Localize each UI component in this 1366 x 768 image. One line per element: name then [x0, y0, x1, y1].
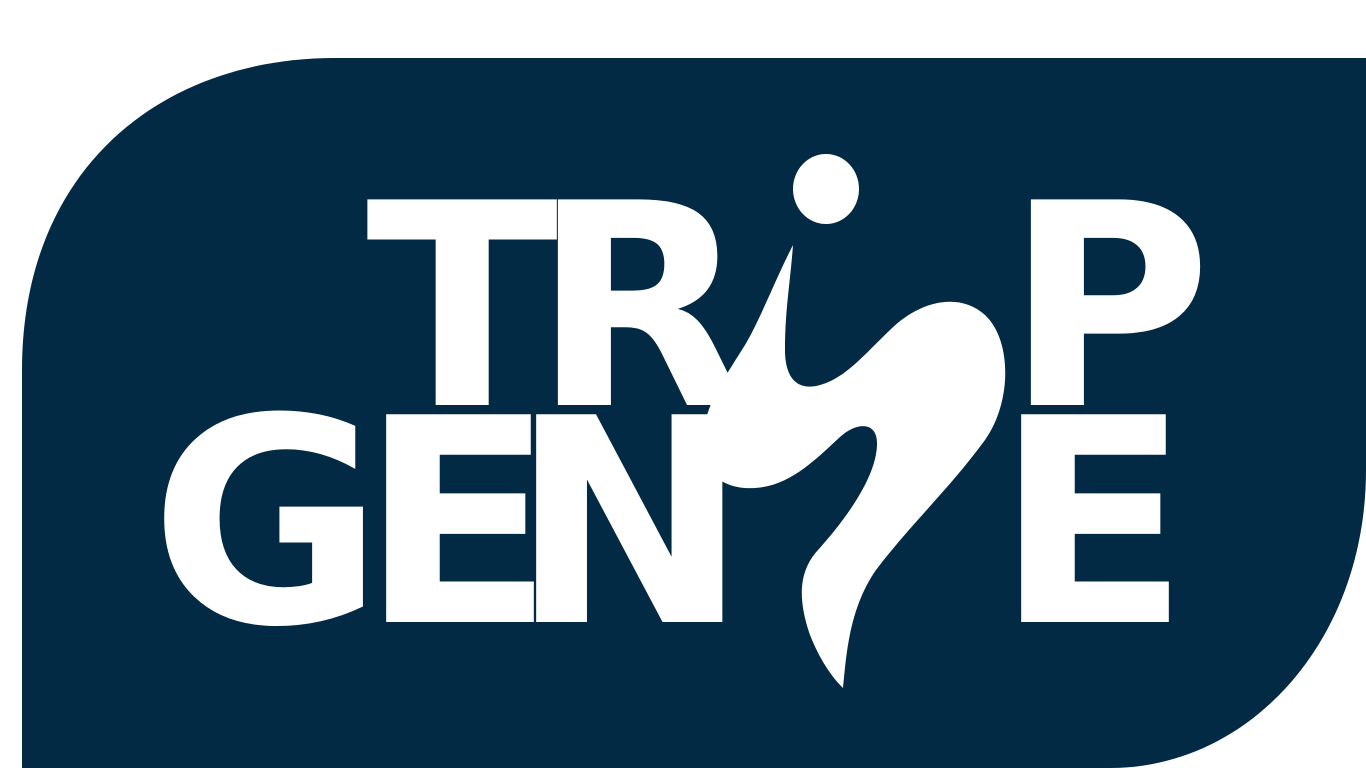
logo-letter-t: T: [366, 143, 560, 472]
logo-background-panel: [22, 58, 1366, 768]
logo-letter-g: G: [150, 358, 384, 690]
logo-letter-e-final: E: [995, 358, 1190, 690]
logo-letter-p: P: [1005, 143, 1212, 472]
genie-dot-icon: [793, 154, 859, 224]
logo-wordmark: T R P G E N E: [150, 143, 1212, 690]
genie-swirl-icon: [702, 245, 1006, 688]
logo-letter-e: E: [360, 358, 555, 690]
